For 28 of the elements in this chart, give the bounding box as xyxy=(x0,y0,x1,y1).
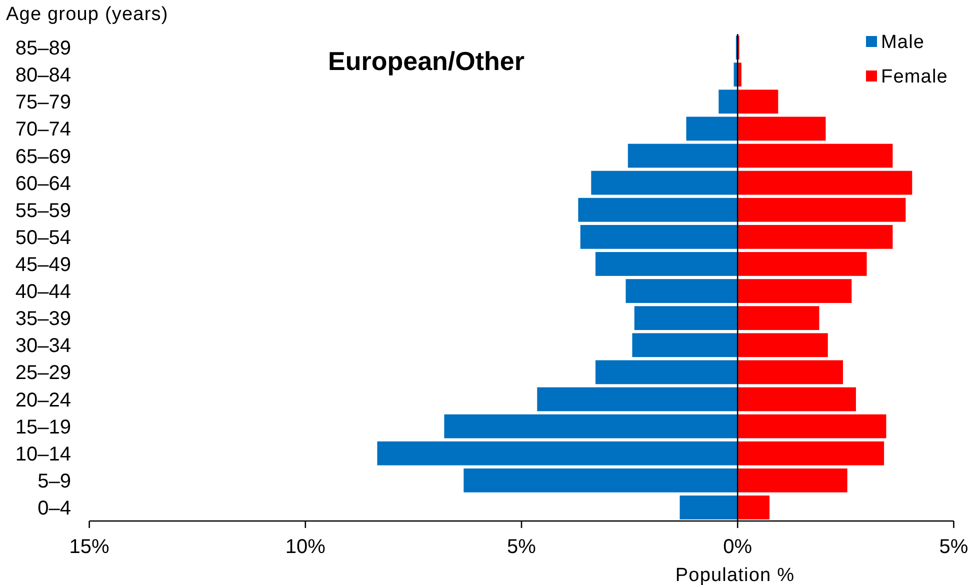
y-tick-label: 45–49 xyxy=(15,254,71,276)
y-tick-label: 5–9 xyxy=(38,470,71,492)
x-tick-label: 5% xyxy=(507,536,536,558)
y-axis-title: Age group (years) xyxy=(6,4,168,25)
y-tick-label: 35–39 xyxy=(15,308,71,330)
x-tick-label: 5% xyxy=(939,536,968,558)
y-tick-label: 40–44 xyxy=(15,281,71,304)
y-tick-label: 75–79 xyxy=(15,92,71,114)
y-tick-label: 55–59 xyxy=(15,200,71,222)
x-tick-label: 10% xyxy=(285,536,326,558)
x-tick-label: 15% xyxy=(69,536,110,558)
y-tick-label: 20–24 xyxy=(15,389,71,412)
y-tick-label: 80–84 xyxy=(15,64,71,87)
y-tick-label: 65–69 xyxy=(15,146,71,168)
y-tick-label: 50–54 xyxy=(15,226,71,249)
legend-label: Male xyxy=(881,32,925,53)
y-tick-label: 60–64 xyxy=(15,172,71,195)
x-tick-label: 0% xyxy=(723,536,752,558)
y-tick-label: 0–4 xyxy=(38,497,71,520)
x-axis-title: Population % xyxy=(675,565,795,585)
y-tick-label: 30–34 xyxy=(15,335,71,358)
text: European/Other xyxy=(328,46,524,76)
legend-label: Female xyxy=(881,66,948,88)
y-tick-label: 10–14 xyxy=(15,443,71,466)
y-tick-label: 25–29 xyxy=(15,362,71,384)
y-tick-label: 15–19 xyxy=(15,416,71,438)
y-tick-label: 70–74 xyxy=(15,118,71,141)
y-tick-label: 85–89 xyxy=(15,38,71,60)
